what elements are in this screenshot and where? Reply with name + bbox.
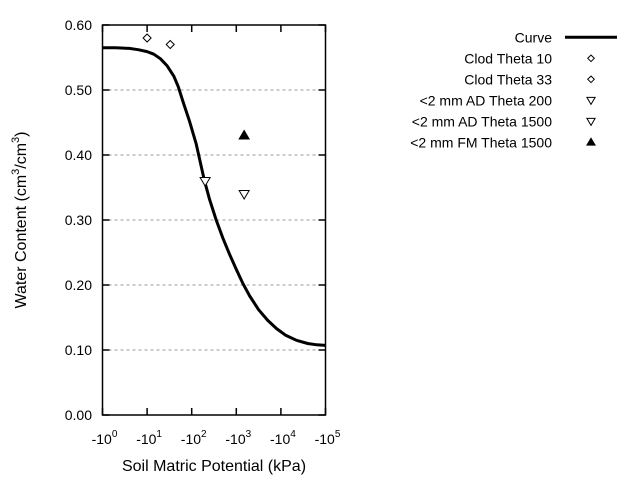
y-tick-label: 0.50 — [65, 82, 92, 98]
y-tick-label: 0.60 — [65, 17, 92, 33]
legend-marker-diamond-open — [587, 75, 595, 84]
legend-entry: <2 mm AD Theta 200 — [420, 92, 596, 108]
legend-entry: Clod Theta 33 — [464, 71, 595, 87]
x-axis-title: Soil Matric Potential (kPa) — [122, 458, 306, 475]
legend-marker-triangle-down-open — [586, 96, 596, 106]
legend-label: <2 mm FM Theta 1500 — [410, 134, 552, 150]
x-tick-label: -102 — [181, 429, 207, 447]
y-tick-labels: 0.00 0.10 0.20 0.30 0.40 0.50 0.60 — [65, 17, 92, 423]
data-point--2-mm-ad-theta-1500 — [238, 190, 251, 200]
data-point-clod-theta-10 — [142, 33, 152, 43]
legend-label: Clod Theta 33 — [464, 71, 552, 87]
y-axis-title: Water Content (cm3/cm3) — [10, 131, 30, 308]
legend-marker-triangle-up-filled — [586, 137, 596, 146]
gridlines — [102, 89, 326, 351]
x-tick-label: -105 — [315, 429, 341, 447]
legend-entry: Clod Theta 10 — [464, 50, 595, 66]
y-tick-label: 0.10 — [65, 342, 92, 358]
x-tick-label: -100 — [92, 429, 118, 447]
legend-entry: Curve — [515, 29, 617, 45]
y-tick-label: 0.30 — [65, 212, 92, 228]
curve-line — [102, 46, 326, 347]
x-tick-labels: -100 -101 -102 -103 -104 -105 — [92, 429, 341, 447]
data-point--2-mm-fm-theta-1500 — [238, 129, 251, 140]
legend-label: <2 mm AD Theta 200 — [420, 92, 553, 108]
legend-label: Curve — [515, 29, 553, 45]
data-point--2-mm-ad-theta-200 — [199, 177, 212, 187]
axis-ticks — [101, 24, 327, 416]
scatter-points — [142, 33, 251, 200]
legend-label: <2 mm AD Theta 1500 — [412, 113, 552, 129]
legend-entry: <2 mm AD Theta 1500 — [412, 113, 596, 129]
x-tick-label: -101 — [136, 429, 162, 447]
x-tick-label: -104 — [270, 429, 296, 447]
x-tick-label: -103 — [225, 429, 251, 447]
plot-frame — [101, 24, 327, 416]
data-point-clod-theta-33 — [165, 39, 175, 50]
legend-marker-diamond-open — [587, 54, 595, 63]
y-tick-label: 0.00 — [65, 407, 92, 423]
curve-series — [102, 46, 326, 347]
y-tick-label: 0.20 — [65, 277, 92, 293]
legend-marker-triangle-down-open — [586, 117, 596, 127]
legend-label: Clod Theta 10 — [464, 50, 552, 66]
y-tick-label: 0.40 — [65, 147, 92, 163]
legend-entry: <2 mm FM Theta 1500 — [410, 134, 596, 150]
legend: Curve Clod Theta 10 Clod Theta 33 <2 mm AD … — [410, 29, 617, 150]
